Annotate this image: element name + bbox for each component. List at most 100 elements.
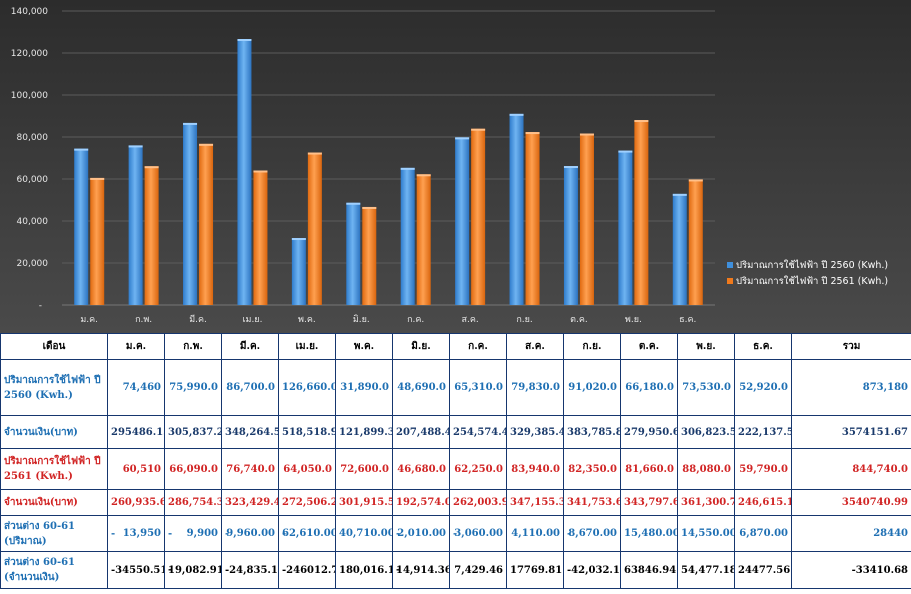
cell-value: -24,835.13 bbox=[225, 564, 278, 576]
cell-value: 329,385.4 bbox=[510, 426, 564, 438]
table-cell: 91,020.0 bbox=[563, 359, 621, 416]
table-cell: 361,300.7 bbox=[677, 489, 735, 516]
cell-value: 306,823.5 bbox=[681, 426, 735, 438]
legend-label: ปริมาณการใช้ไฟฟ้า ปี 2561 (Kwh.) bbox=[736, 275, 888, 287]
bar-2560 bbox=[183, 122, 198, 306]
bar-2561 bbox=[307, 152, 322, 305]
bar-2560 bbox=[74, 148, 89, 305]
cell-value: 54,477.18 bbox=[681, 564, 735, 576]
table-cell: 14,550.00 bbox=[677, 515, 735, 552]
header-cell: ก.ค. bbox=[449, 333, 507, 360]
table-cell: 46,680.0 bbox=[392, 448, 450, 490]
bar-2561 bbox=[144, 166, 159, 305]
cell-value: 79,830.0 bbox=[511, 382, 560, 393]
bar-top-cap bbox=[579, 133, 594, 136]
cell-value: 347,155.3 bbox=[510, 497, 564, 508]
table-cell: 88,080.0 bbox=[677, 448, 735, 490]
y-tick-label: 20,000 bbox=[17, 259, 49, 269]
table-cell: -8,670.00 bbox=[563, 515, 621, 552]
cell-sign: - bbox=[282, 528, 287, 539]
x-tick-label: มิ.ย. bbox=[353, 314, 370, 325]
row-label: ส่วนต่าง 60-61 (ปริมาณ) bbox=[0, 515, 108, 552]
bar-top-cap bbox=[237, 39, 252, 42]
header-cell: ธ.ค. bbox=[734, 333, 792, 360]
table-cell: 65,310.0 bbox=[449, 359, 507, 416]
bar-2560 bbox=[291, 238, 306, 305]
cell-value: 62,250.0 bbox=[454, 463, 503, 475]
cell-value: 192,574.0 bbox=[396, 497, 450, 508]
table-cell: -9,960.00 bbox=[221, 515, 279, 552]
table-row: ปริมาณการใช้ไฟฟ้า ปี 2560 (Kwh.) 74,460 75… bbox=[0, 359, 911, 416]
row-label: ส่วนต่าง 60-61 (จำนวนเงิน) bbox=[0, 551, 108, 589]
table-cell: -33410.68 bbox=[791, 551, 911, 589]
header-cell: ก.ย. bbox=[563, 333, 621, 360]
cell-value: 3574151.67 bbox=[841, 426, 908, 438]
cell-value: 75,990.0 bbox=[169, 382, 218, 393]
bar-top-cap bbox=[416, 174, 431, 177]
bar-2560 bbox=[237, 39, 252, 305]
cell-value: 254,574.4 bbox=[453, 426, 507, 438]
bar-chart: - 20,000 40,000 60,000 80,000 100,000 120,000 1… bbox=[0, 0, 911, 333]
table-cell: 48,690.0 bbox=[392, 359, 450, 416]
cell-value: 7,429.46 bbox=[454, 564, 503, 576]
table-cell: 341,753.6 bbox=[563, 489, 621, 516]
bar-top-cap bbox=[90, 177, 105, 180]
table-cell: 192,574.0 bbox=[392, 489, 450, 516]
cell-sign: - bbox=[168, 528, 173, 539]
header-cell: เดือน bbox=[0, 333, 108, 360]
x-tick-label: ก.ย. bbox=[516, 315, 532, 325]
table-cell: 86,700.0 bbox=[221, 359, 279, 416]
cell-sign: - bbox=[396, 528, 401, 539]
table-cell: 52,920.0 bbox=[734, 359, 792, 416]
x-tick-label: เม.ย. bbox=[242, 315, 262, 325]
table-cell: 518,518.9 bbox=[278, 415, 336, 449]
chart-area: - 20,000 40,000 60,000 80,000 100,000 120,000 1… bbox=[0, 0, 911, 333]
cell-value: 9,960.00 bbox=[226, 528, 275, 539]
bar-top-cap bbox=[634, 120, 649, 123]
y-tick-label: - bbox=[39, 301, 42, 311]
bar-top-cap bbox=[346, 202, 361, 205]
cell-value: 48,690.0 bbox=[397, 382, 446, 393]
header-cell: พ.ค. bbox=[335, 333, 393, 360]
y-tick-label: 40,000 bbox=[17, 217, 49, 227]
bar-top-cap bbox=[199, 143, 214, 146]
bar-2561 bbox=[90, 177, 105, 305]
cell-value: 59,790.0 bbox=[739, 463, 788, 475]
cell-value: 64,050.0 bbox=[283, 463, 332, 475]
cell-value: 81,660.0 bbox=[625, 463, 674, 475]
y-tick-label: 100,000 bbox=[11, 91, 48, 101]
cell-value: 301,915.5 bbox=[339, 497, 393, 508]
bar-top-cap bbox=[253, 170, 268, 173]
cell-sign: - bbox=[453, 528, 458, 539]
table-cell: 83,940.0 bbox=[506, 448, 564, 490]
bar-top-cap bbox=[455, 137, 470, 140]
x-tick-label: มี.ค. bbox=[189, 314, 207, 325]
table-cell: 286,754.3 bbox=[164, 489, 222, 516]
bar-2561 bbox=[253, 170, 268, 305]
table-cell: 254,574.4 bbox=[449, 415, 507, 449]
table-cell: -13,950 bbox=[107, 515, 165, 552]
cell-value: 180,016.19 bbox=[339, 564, 392, 576]
bar-top-cap bbox=[362, 206, 377, 209]
cell-value: 73,530.0 bbox=[682, 382, 731, 393]
cell-value: 66,090.0 bbox=[169, 463, 218, 475]
table-cell: -62,610.00 bbox=[278, 515, 336, 552]
cell-value: -33410.68 bbox=[851, 564, 908, 576]
cell-value: 4,110.00 bbox=[511, 528, 560, 539]
cell-value: 341,753.6 bbox=[567, 497, 621, 508]
table-cell: 323,429.4 bbox=[221, 489, 279, 516]
cell-sign: - bbox=[567, 528, 572, 539]
table-cell: 66,090.0 bbox=[164, 448, 222, 490]
table-cell: 62,250.0 bbox=[449, 448, 507, 490]
cell-sign: - bbox=[168, 564, 173, 576]
table-cell: 28440 bbox=[791, 515, 911, 552]
legend-swatch bbox=[727, 278, 733, 284]
x-tick-label: ก.ค. bbox=[407, 315, 424, 325]
table-cell: 54,477.18 bbox=[677, 551, 735, 589]
table-cell: 279,950.6 bbox=[620, 415, 678, 449]
table-cell: 75,990.0 bbox=[164, 359, 222, 416]
table-header-row: เดือน ม.ค. ก.พ. มี.ค. เม.ย. พ.ค. มิ.ย. ก.ค. ส.ค.… bbox=[0, 333, 911, 360]
cell-value: 246,615.1 bbox=[738, 497, 792, 508]
cell-value: 24477.56 bbox=[738, 564, 791, 576]
cell-value: 66,180.0 bbox=[625, 382, 674, 393]
